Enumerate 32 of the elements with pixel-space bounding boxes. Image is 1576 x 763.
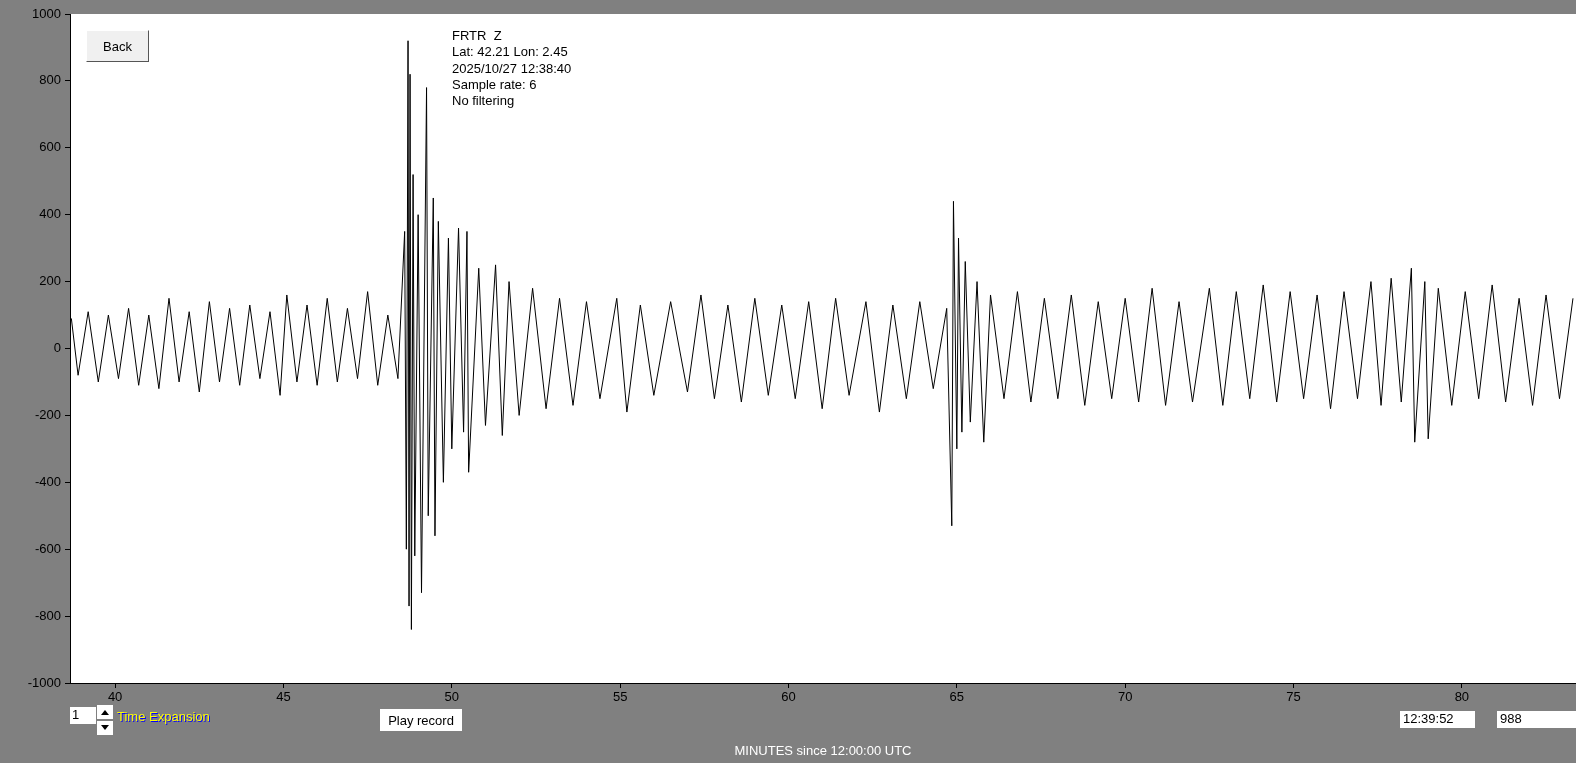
x-tick-label: 50 — [444, 689, 460, 705]
annotation: 2025/10/27 12:38:40 — [452, 60, 572, 76]
x-tick-label: 45 — [276, 689, 291, 705]
number-field: 1 — [70, 707, 96, 724]
y-tick-label: 1000 — [32, 5, 61, 21]
y-tick-label: -600 — [34, 540, 61, 556]
y-tick-label: -1000 — [27, 674, 61, 690]
y-tick-label: -800 — [34, 607, 61, 623]
y-tick-label: 600 — [39, 139, 61, 155]
y-tick-label: 200 — [39, 273, 61, 289]
annotation: Lat: 42.21 Lon: 2.45 — [452, 44, 568, 60]
count-field: 988 — [1497, 711, 1576, 728]
y-tick-label: 800 — [39, 72, 61, 88]
x-tick-label: 80 — [1454, 689, 1470, 705]
x-tick-label: 40 — [107, 689, 123, 705]
text: Time Expansion — [117, 709, 210, 724]
y-tick-label: -400 — [34, 473, 61, 489]
x-axis-title: MINUTES since 12:00:00 UTC — [734, 742, 912, 758]
time-field: 12:39:52 — [1400, 711, 1475, 728]
y-tick-label: -200 — [34, 406, 61, 422]
x-tick-label: 65 — [949, 689, 965, 705]
annotation: Sample rate: 6 — [452, 76, 537, 92]
y-tick-label: 0 — [53, 340, 61, 356]
x-tick-label: 70 — [1117, 689, 1133, 705]
x-tick-label: 75 — [1286, 689, 1301, 705]
back-button: Back — [86, 30, 149, 62]
y-tick-label: 400 — [39, 206, 61, 222]
play-record-button: Play record — [380, 709, 462, 731]
x-tick-label: 55 — [612, 689, 628, 705]
annotation: No filtering — [452, 93, 515, 109]
annotation: FRTR Z — [452, 28, 502, 44]
x-tick-label: 60 — [781, 689, 796, 705]
